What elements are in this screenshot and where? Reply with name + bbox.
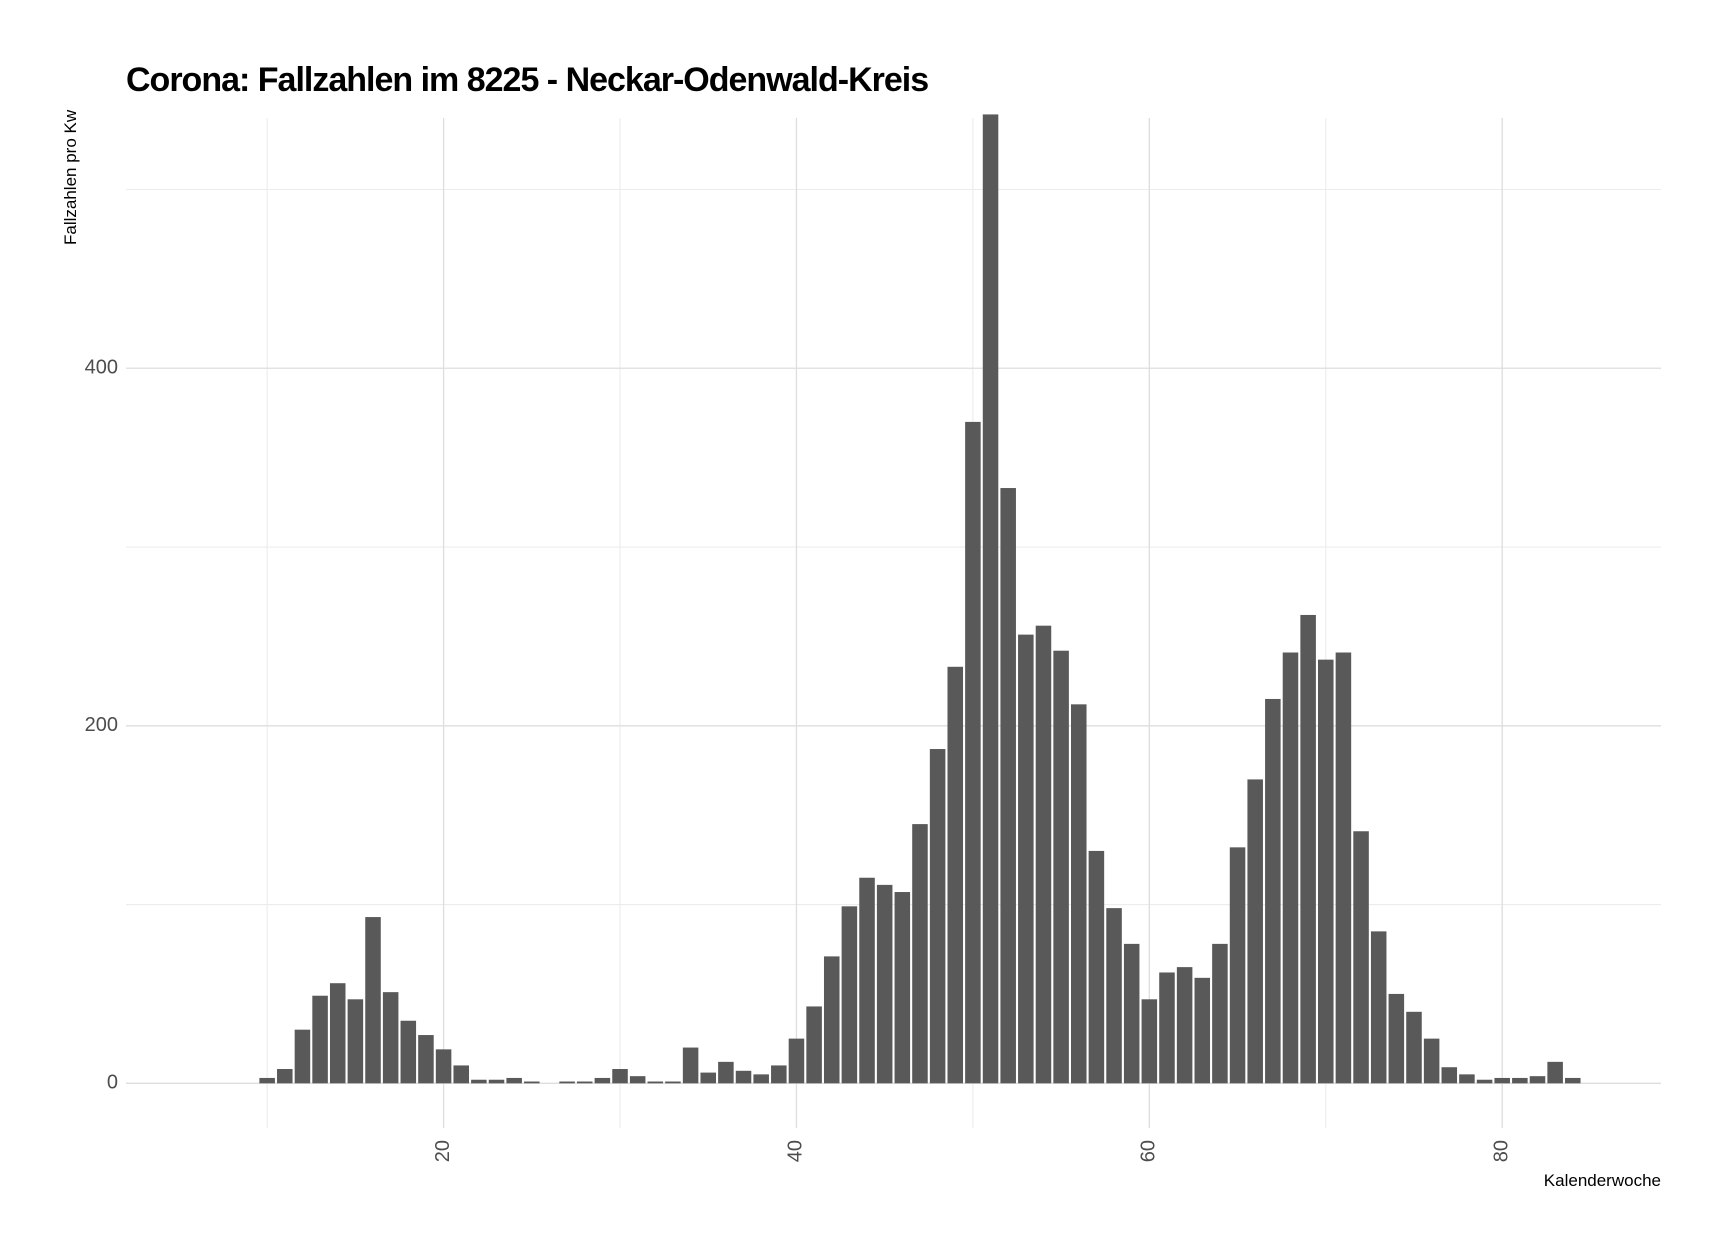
- bar: [1441, 1067, 1458, 1084]
- bar: [1406, 1011, 1422, 1084]
- bar: [1335, 652, 1352, 1084]
- bar: [1565, 1077, 1581, 1084]
- bar: [753, 1074, 769, 1084]
- bar: [1053, 650, 1069, 1084]
- bar: [1194, 977, 1211, 1084]
- bar: [788, 1038, 805, 1084]
- bar: [1476, 1079, 1493, 1084]
- grid: [126, 118, 1661, 1128]
- x-tick-label: 60: [1138, 1140, 1160, 1162]
- bar: [506, 1077, 522, 1084]
- bar: [1529, 1076, 1546, 1084]
- bar: [823, 956, 840, 1084]
- bar: [1141, 999, 1158, 1084]
- bar: [382, 992, 399, 1084]
- chart-title: Corona: Fallzahlen im 8225 - Neckar-Oden…: [126, 61, 928, 99]
- bar: [418, 1035, 434, 1084]
- bar: [947, 666, 964, 1084]
- bar: [488, 1079, 505, 1084]
- bar: [1265, 698, 1281, 1084]
- bar: [1494, 1077, 1510, 1084]
- bar: [576, 1081, 593, 1084]
- bar: [277, 1069, 293, 1084]
- bar: [718, 1061, 734, 1084]
- bar: [912, 824, 928, 1084]
- bar: [1070, 704, 1087, 1084]
- bar: [859, 877, 875, 1084]
- bar: [259, 1077, 275, 1084]
- x-tick-label: 20: [432, 1140, 454, 1162]
- bar: [1247, 779, 1263, 1084]
- bar: [1388, 993, 1405, 1084]
- bar: [347, 999, 364, 1084]
- bar: [1300, 614, 1316, 1084]
- bar: [1282, 652, 1299, 1084]
- bar: [929, 749, 946, 1084]
- bar: [1353, 831, 1369, 1084]
- bar: [471, 1079, 487, 1084]
- bar: [841, 906, 858, 1084]
- bar: [1035, 625, 1052, 1084]
- bar: [524, 1081, 540, 1084]
- bar: [559, 1081, 575, 1084]
- bar: [612, 1069, 628, 1084]
- bar: [1318, 659, 1334, 1084]
- bar: [629, 1076, 646, 1084]
- bar: [594, 1077, 611, 1084]
- bar: [965, 421, 981, 1084]
- bars: [259, 114, 1581, 1084]
- bar: [894, 892, 911, 1084]
- bar: [453, 1065, 469, 1084]
- tick-labels: 20 40 60 80 0 200 400: [85, 357, 1513, 1163]
- bar: [1512, 1077, 1528, 1084]
- bar: [400, 1020, 417, 1084]
- x-tick-label: 40: [785, 1140, 807, 1162]
- bar: [1000, 488, 1016, 1084]
- bar: [435, 1049, 452, 1084]
- bar: [1370, 931, 1387, 1084]
- bar: [647, 1081, 664, 1084]
- bar: [982, 114, 999, 1084]
- y-axis-title: Fallzahlen pro Kw: [61, 109, 80, 245]
- bar: [771, 1065, 787, 1084]
- bar: [1088, 850, 1105, 1084]
- bar: [682, 1047, 699, 1084]
- bar: [1423, 1038, 1440, 1084]
- bar: [1123, 943, 1140, 1084]
- bar: [312, 995, 328, 1084]
- bar: [1018, 634, 1034, 1084]
- bar: [1459, 1074, 1475, 1084]
- bar: [1229, 847, 1246, 1084]
- bar: [876, 884, 893, 1084]
- y-tick-label: 0: [107, 1072, 118, 1094]
- y-tick-label: 400: [85, 357, 118, 379]
- bar: [365, 917, 381, 1084]
- bar: [700, 1072, 717, 1084]
- x-tick-label: 80: [1490, 1140, 1512, 1162]
- bar: [665, 1081, 681, 1084]
- bar: [294, 1029, 311, 1084]
- bar: [735, 1070, 752, 1084]
- bar: [329, 983, 346, 1084]
- bar: [1106, 908, 1122, 1084]
- bar: [1176, 967, 1193, 1084]
- bar: [806, 1006, 822, 1084]
- x-axis-title: Kalenderwoche: [1544, 1171, 1661, 1190]
- bar: [1159, 972, 1175, 1084]
- y-tick-label: 200: [85, 714, 118, 736]
- bar: [1212, 943, 1228, 1084]
- bar: [1547, 1061, 1563, 1084]
